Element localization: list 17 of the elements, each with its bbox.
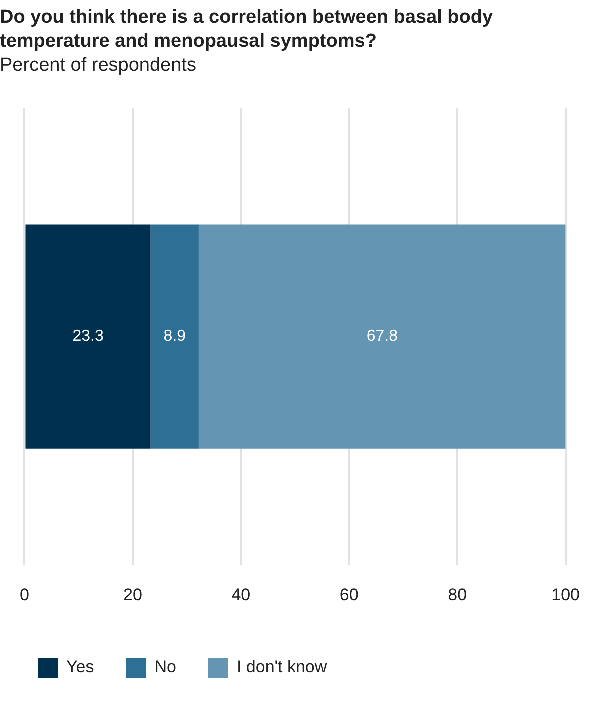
x-tick-label: 80 <box>448 585 468 604</box>
legend-label: No <box>154 658 176 677</box>
data-label: 8.9 <box>164 328 186 346</box>
chart-subtitle: Percent of respondents <box>0 54 198 78</box>
x-tick-label: 40 <box>232 585 251 604</box>
bar <box>198 224 566 449</box>
bar <box>26 224 151 449</box>
x-tick-label: 60 <box>340 585 359 604</box>
x-tick-label: 0 <box>20 585 30 604</box>
legend-label: Yes <box>66 658 94 677</box>
data-label: 67.8 <box>366 328 398 346</box>
x-tick-label: 20 <box>123 585 142 604</box>
data-label: 23.3 <box>72 328 104 346</box>
x-tick-label: 100 <box>552 585 580 604</box>
chart-title: Do you think there is a correlation between basal body temperature and menopausal symptoms? <box>0 6 494 54</box>
legend-label: I don't know <box>236 658 328 677</box>
bar <box>150 224 199 449</box>
